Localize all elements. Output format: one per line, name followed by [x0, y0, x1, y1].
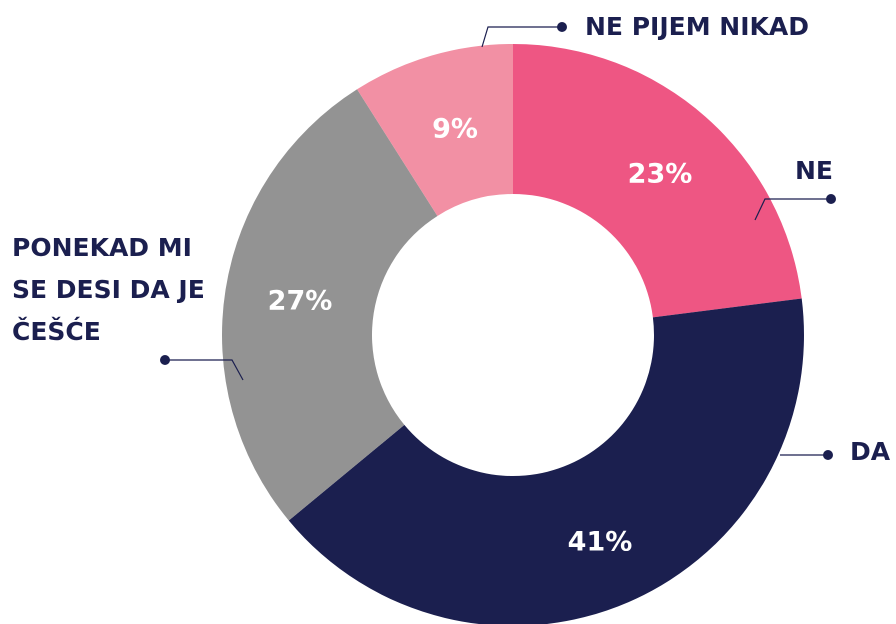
category-label: DA: [850, 437, 891, 466]
donut-segment: [513, 44, 802, 318]
leader-dot: [160, 355, 170, 365]
value-label: 9%: [432, 114, 478, 145]
donut-segment: [222, 89, 438, 521]
value-label: 23%: [628, 159, 693, 190]
leader-dot: [826, 194, 836, 204]
donut-segment: [288, 298, 804, 624]
leader-line: [754, 198, 831, 221]
leader-line: [481, 26, 562, 48]
category-label: PONEKAD MI SE DESI DA JE ČEŠĆE: [12, 233, 205, 346]
leader-dot: [557, 22, 567, 32]
value-label: 27%: [268, 286, 333, 317]
leader-line: [165, 359, 244, 381]
category-label: NE PIJEM NIKAD: [585, 12, 809, 41]
category-label: NE: [795, 156, 834, 185]
leader-dot: [823, 450, 833, 460]
value-label: 41%: [568, 527, 633, 558]
donut-segment: [357, 44, 513, 216]
